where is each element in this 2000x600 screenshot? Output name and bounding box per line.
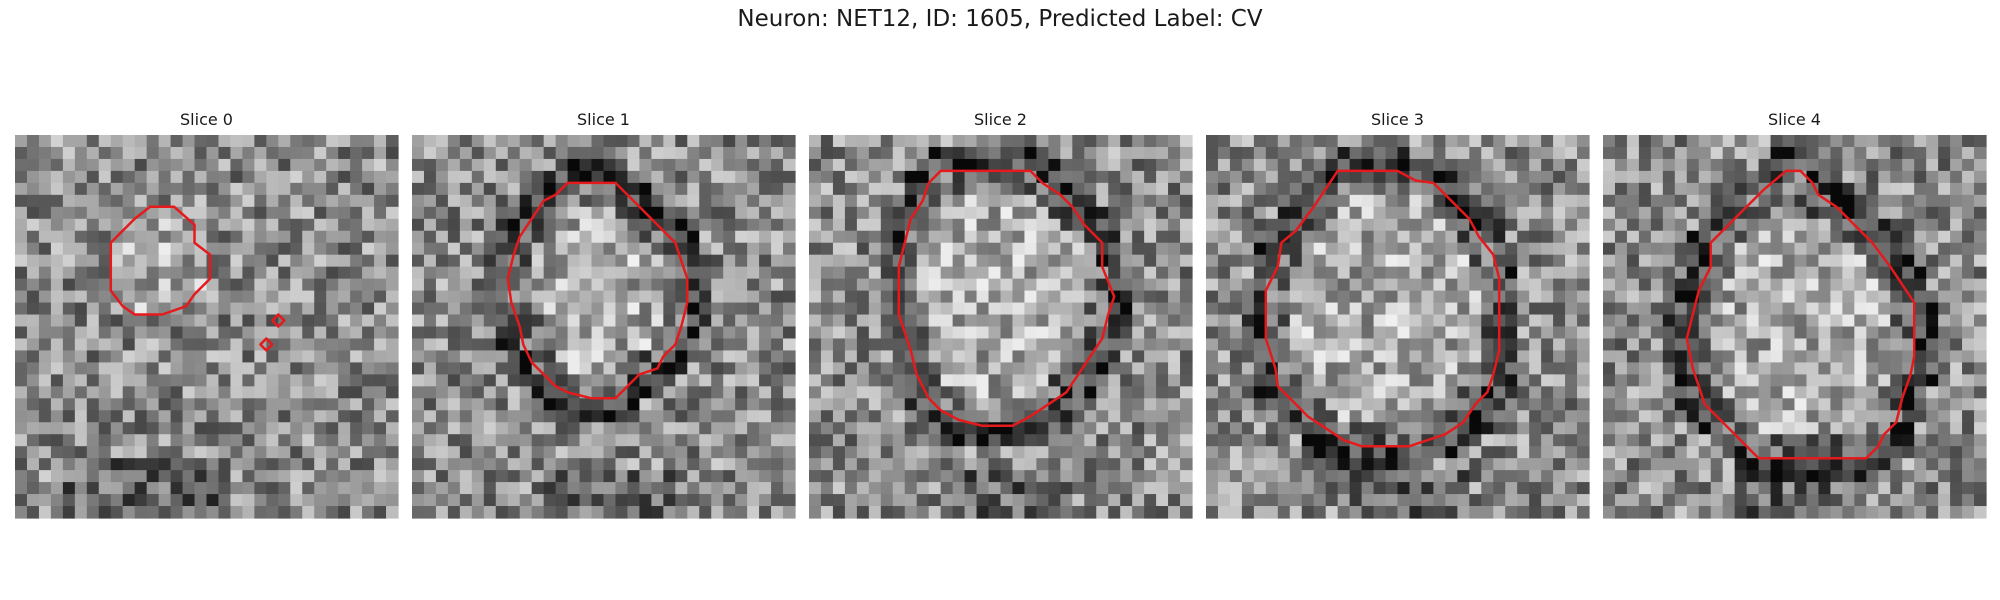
slice-2-title: Slice 2 <box>974 110 1027 129</box>
slice-0-image <box>15 135 399 519</box>
slice-1-title: Slice 1 <box>577 110 630 129</box>
slice-3-contour <box>1264 169 1501 448</box>
figure-title: Neuron: NET12, ID: 1605, Predicted Label… <box>737 6 1263 32</box>
slice-4-title: Slice 4 <box>1768 110 1821 129</box>
slice-0-title: Slice 0 <box>180 110 233 129</box>
slice-2-image <box>809 135 1193 519</box>
slice-3-title: Slice 3 <box>1371 110 1424 129</box>
slice-0-small-contour-1 <box>259 337 274 352</box>
slice-1-contour <box>506 181 689 400</box>
slice-1-image <box>412 135 796 519</box>
slice-3-image <box>1206 135 1590 519</box>
slice-2-contour <box>897 169 1116 428</box>
slice-0-contour <box>109 205 212 316</box>
slice-4-image <box>1603 135 1987 519</box>
slice-4-contour <box>1685 169 1916 460</box>
slice-0-small-contour-0 <box>271 313 286 328</box>
